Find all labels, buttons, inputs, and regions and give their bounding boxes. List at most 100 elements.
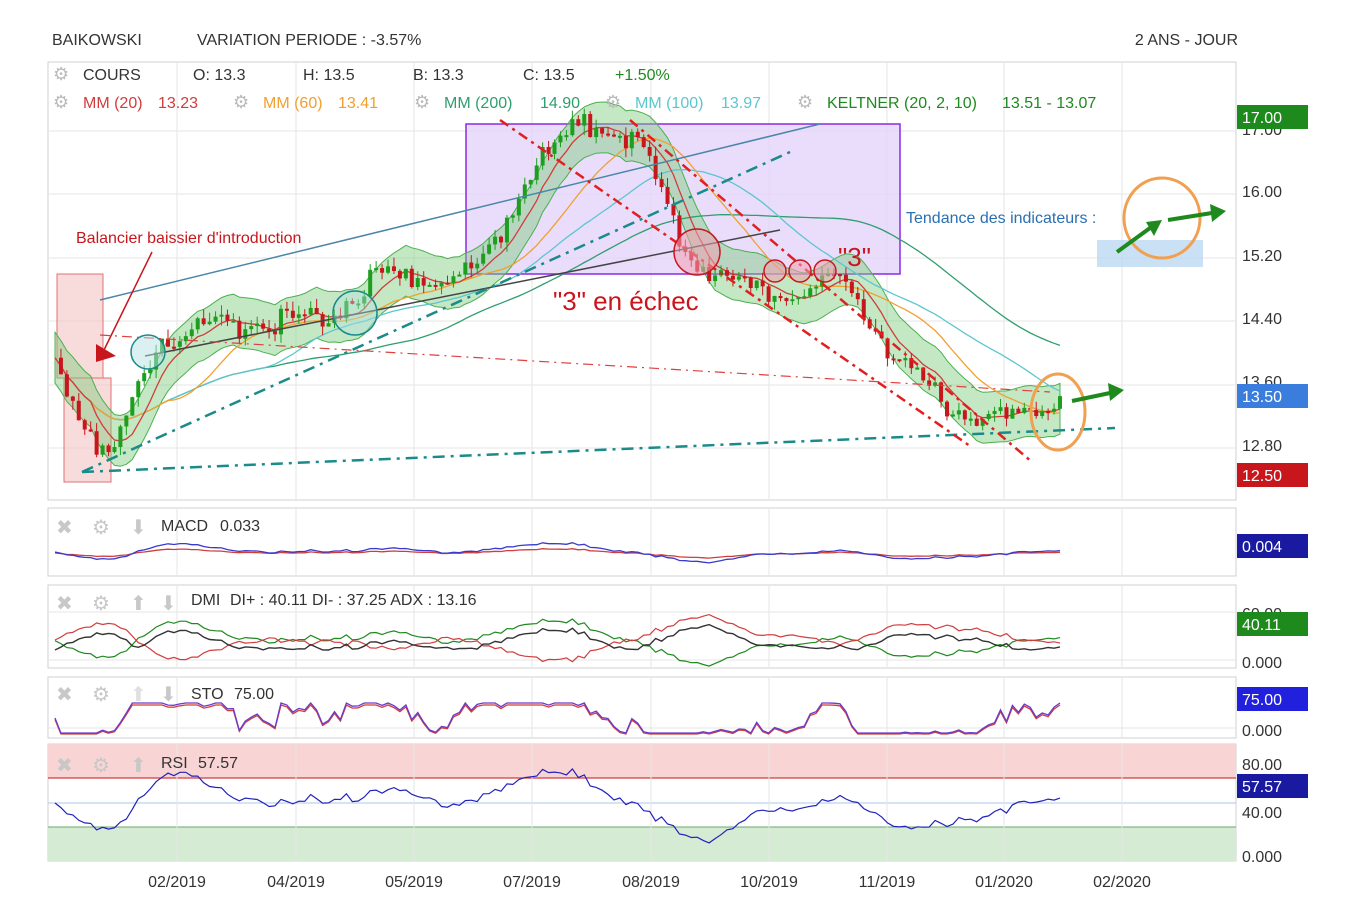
price-arrow-right-head (1108, 383, 1124, 401)
gear-icon[interactable]: ⚙ (233, 92, 249, 112)
candle-body (713, 275, 718, 282)
arrow-down-icon[interactable]: ⬇ (160, 593, 177, 615)
gear-icon[interactable]: ⚙ (53, 92, 69, 112)
candle-body (177, 341, 182, 347)
red-dashdot-horizontal (99, 334, 1051, 393)
candle-body (504, 217, 509, 243)
candle-body (374, 268, 379, 271)
candle-body (754, 280, 759, 289)
candle-body (148, 369, 153, 374)
candle-body (594, 128, 599, 138)
trend-indicator-ellipse (1122, 176, 1202, 260)
candle-body (94, 431, 99, 455)
candle-body (974, 418, 979, 426)
intro-box-2 (63, 377, 112, 483)
candle-body (463, 262, 468, 275)
candle-body (397, 271, 402, 279)
candle-body (897, 359, 902, 362)
price-axis: 17.00 16.00 15.20 14.40 13.60 12.80 (1242, 122, 1282, 455)
arrow-down-icon[interactable]: ⬇ (130, 517, 147, 539)
last-price-ellipse (1029, 372, 1087, 452)
x-tick: 08/2019 (622, 874, 680, 891)
candle-body (528, 179, 533, 185)
macd-grid (176, 508, 1123, 576)
candle-body (510, 215, 515, 218)
three-circle-2 (788, 259, 812, 283)
candle-body (730, 275, 735, 280)
legend-keltner-val: 13.51 - 13.07 (1002, 95, 1096, 112)
candle-body (142, 373, 147, 382)
x-tick: 04/2019 (267, 874, 325, 891)
adx-line (54, 623, 1061, 651)
candle-body (302, 314, 307, 317)
di-plus-line (54, 618, 1061, 667)
candle-body (445, 282, 450, 285)
gear-icon[interactable]: ⚙ (92, 593, 110, 615)
close-icon[interactable]: ✖ (56, 684, 73, 706)
tendance-annotation: Tendance des indicateurs : (906, 210, 1096, 227)
close-icon[interactable]: ✖ (56, 517, 73, 539)
candle-body (962, 410, 967, 420)
macd-panel (47, 507, 1237, 577)
legend-cours: COURS (83, 67, 141, 84)
candle-body (1058, 396, 1062, 409)
candle-body (1004, 407, 1009, 419)
rsi-tick: 40.00 (1242, 805, 1282, 822)
candle-body (802, 296, 807, 299)
badge-low-text: 12.50 (1242, 468, 1282, 485)
dmi-grid (48, 585, 1236, 668)
gear-icon[interactable]: ⚙ (92, 517, 110, 539)
gear-icon[interactable]: ⚙ (605, 92, 621, 112)
candle-body (570, 119, 575, 136)
rsi-label: RSI (161, 755, 188, 772)
sto-value: 75.00 (234, 686, 274, 703)
candle-body (891, 358, 896, 361)
badge-rsi-text: 57.57 (1242, 779, 1282, 796)
legend-mm20-label: MM (20) (83, 95, 143, 112)
gear-icon[interactable]: ⚙ (92, 755, 110, 777)
red-downtrend-2 (629, 119, 1033, 463)
gear-icon[interactable]: ⚙ (92, 684, 110, 706)
candle-body (124, 415, 129, 427)
legend-mm20-val: 13.23 (158, 95, 198, 112)
close-icon[interactable]: ✖ (56, 593, 73, 615)
candle-body (106, 445, 111, 453)
three-circle-3 (813, 259, 837, 283)
candle-body (766, 286, 771, 302)
arrow-up-icon[interactable]: ⬆ (130, 593, 147, 615)
candle-body (611, 134, 616, 137)
candle-body (136, 381, 141, 398)
candle-body (296, 314, 301, 318)
candle-body (415, 278, 420, 288)
legend: ⚙ COURS O: 13.3 H: 13.5 B: 13.3 C: 13.5 … (53, 64, 1096, 112)
support-circle-2 (332, 290, 378, 336)
candle-body (582, 114, 587, 126)
candle-body (635, 131, 640, 138)
sto-tick: 0.000 (1242, 723, 1282, 740)
legend-close: C: 13.5 (523, 67, 575, 84)
upper-channel-line (99, 123, 821, 301)
close-icon[interactable]: ✖ (56, 755, 73, 777)
failure-circle (673, 228, 721, 276)
candle-body (457, 274, 462, 277)
gear-icon[interactable]: ⚙ (414, 92, 430, 112)
arrow-up-icon[interactable]: ⬆ (130, 684, 147, 706)
candle-body (58, 357, 63, 375)
legend-low: B: 13.3 (413, 67, 464, 84)
arrow-up-icon[interactable]: ⬆ (130, 755, 147, 777)
gear-icon[interactable]: ⚙ (53, 64, 69, 84)
badge-dmi (1237, 612, 1308, 636)
candle-body (225, 314, 230, 321)
candle-body (546, 146, 551, 154)
candle-body (64, 374, 69, 397)
balancier-pointer (103, 251, 153, 351)
candle-body (790, 299, 795, 302)
arrow-down-icon[interactable]: ⬇ (160, 684, 177, 706)
candle-body (861, 299, 866, 320)
candle-body (82, 420, 87, 430)
legend-keltner-label: KELTNER (20, 2, 10) (827, 95, 977, 112)
candle-body (344, 301, 349, 319)
candle-body (1022, 407, 1027, 413)
gear-icon[interactable]: ⚙ (797, 92, 813, 112)
mm100-line (54, 168, 1061, 421)
